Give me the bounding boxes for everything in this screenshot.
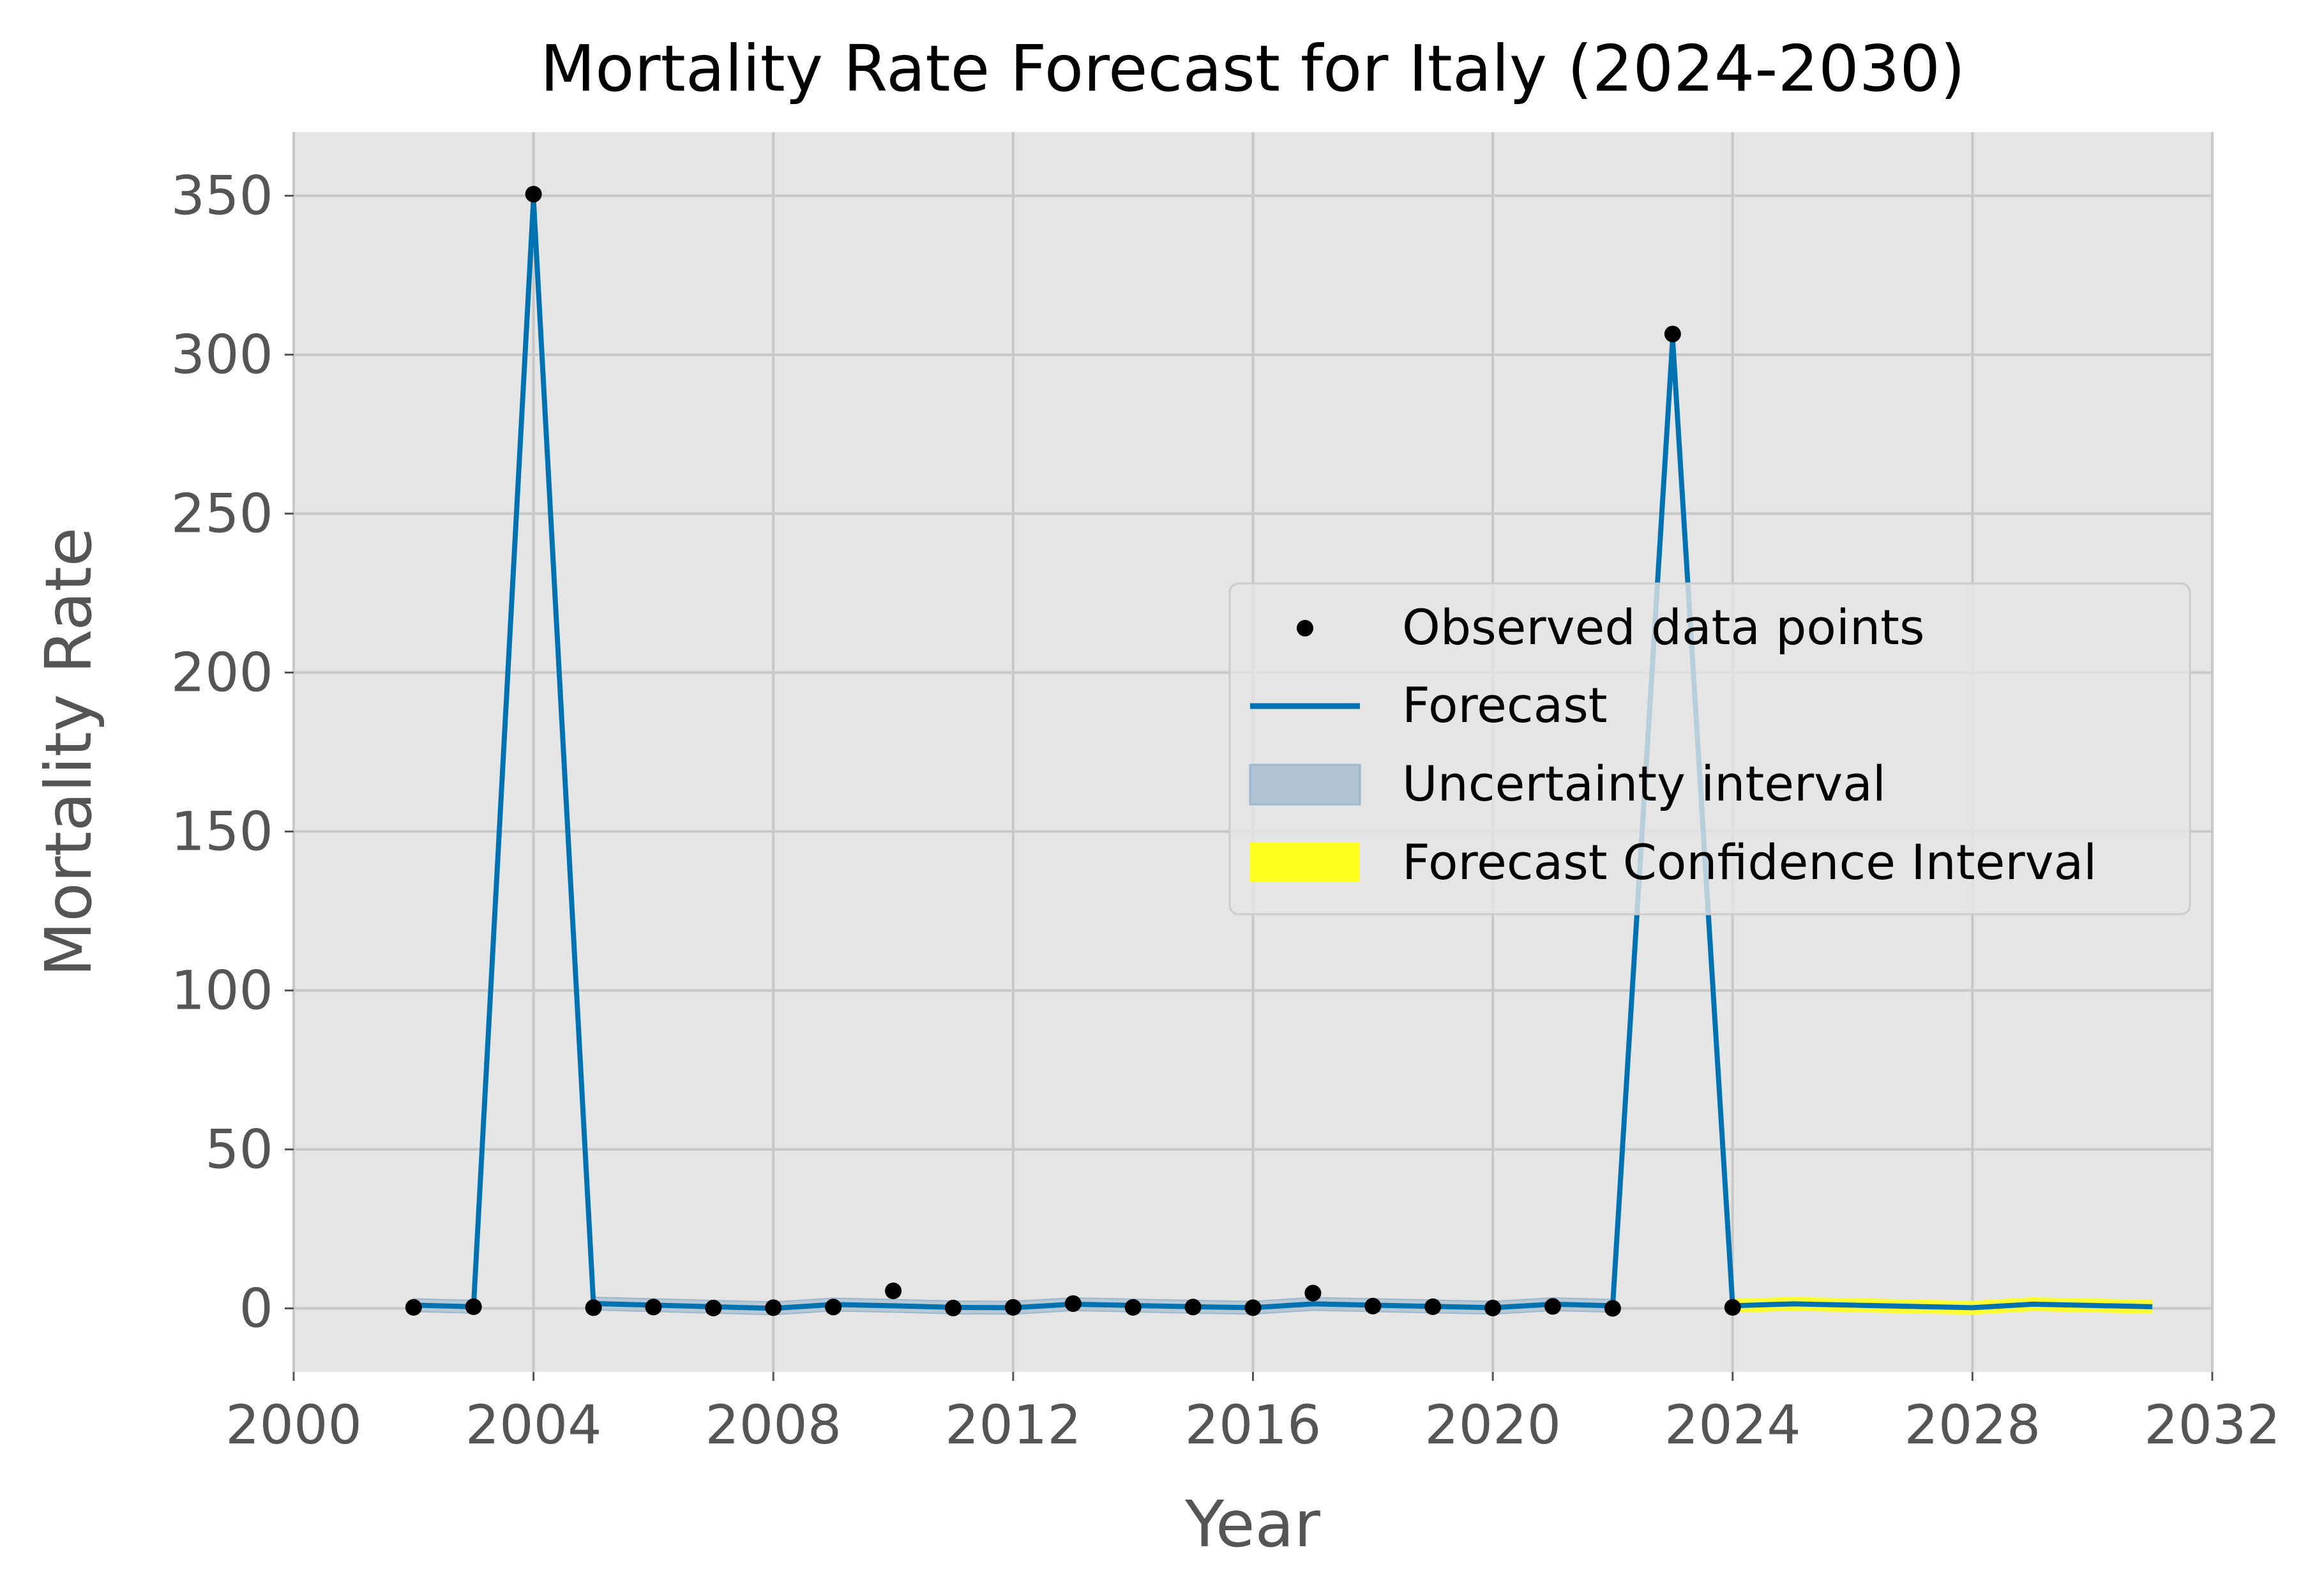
x-tick-label: 2008: [705, 1394, 841, 1456]
observed-point: [1664, 326, 1681, 343]
y-axis-ticks: 0 50 100 150 200 250 300 350: [171, 165, 294, 1339]
observed-point: [465, 1298, 482, 1315]
observed-point: [1724, 1299, 1741, 1316]
observed-point: [705, 1299, 722, 1316]
x-tick-label: 2032: [2144, 1394, 2281, 1456]
observed-point: [1184, 1299, 1202, 1316]
observed-point: [525, 186, 542, 203]
x-tick-label: 2020: [1424, 1394, 1561, 1456]
y-tick-label: 150: [171, 800, 273, 862]
x-axis-ticks: 2000 2004 2008 2012 2016 2020 2024 2028 2032: [225, 1372, 2281, 1456]
x-axis-label: Year: [1184, 1487, 1321, 1562]
y-tick-label: 50: [205, 1118, 273, 1180]
observed-point: [645, 1299, 662, 1316]
forecast-layer: [413, 196, 2153, 1311]
observed-point: [405, 1299, 422, 1316]
observed-point: [1484, 1299, 1502, 1316]
y-tick-label: 300: [171, 324, 273, 386]
y-axis-label: Mortality Rate: [31, 527, 106, 977]
legend-label-forecast-ci: Forecast Confidence Interval: [1402, 834, 2097, 891]
observed-point: [1004, 1299, 1022, 1316]
x-tick-label: 2012: [945, 1394, 1082, 1456]
observed-point: [1604, 1300, 1621, 1317]
y-tick-label: 350: [171, 165, 273, 227]
legend-marker-observed: [1297, 620, 1313, 636]
observed-point: [585, 1299, 602, 1316]
legend-label-uncertainty: Uncertainty interval: [1402, 755, 1886, 812]
legend-marker-uncertainty: [1249, 764, 1361, 806]
chart-title: Mortality Rate Forecast for Italy (2024-…: [540, 31, 1965, 106]
legend-label-forecast: Forecast: [1402, 677, 1608, 734]
y-tick-label: 250: [171, 483, 273, 545]
observed-point: [1064, 1295, 1082, 1312]
x-tick-label: 2016: [1185, 1394, 1322, 1456]
y-tick-label: 200: [171, 642, 273, 704]
x-tick-label: 2000: [225, 1394, 362, 1456]
observed-point: [1244, 1299, 1262, 1316]
observed-point: [885, 1283, 902, 1300]
forecast-line: [413, 196, 2153, 1311]
legend-label-observed: Observed data points: [1402, 599, 1925, 656]
observed-point: [1424, 1298, 1442, 1315]
x-tick-label: 2004: [465, 1394, 602, 1456]
observed-point: [765, 1299, 782, 1316]
observed-point: [1304, 1284, 1322, 1302]
legend-marker-forecast-ci: [1250, 843, 1360, 882]
observed-point: [1364, 1297, 1382, 1314]
legend: Observed data points Forecast Uncertaint…: [1228, 582, 2191, 915]
x-tick-label: 2028: [1904, 1394, 2041, 1456]
observed-point: [825, 1299, 842, 1316]
x-tick-label: 2024: [1664, 1394, 1801, 1456]
observed-point: [1124, 1299, 1142, 1316]
legend-box: [1228, 582, 2191, 915]
y-tick-label: 100: [171, 959, 273, 1021]
observed-point: [1544, 1298, 1562, 1315]
observed-layer: [405, 186, 1741, 1317]
observed-point: [944, 1299, 962, 1316]
y-tick-label: 0: [239, 1277, 273, 1339]
